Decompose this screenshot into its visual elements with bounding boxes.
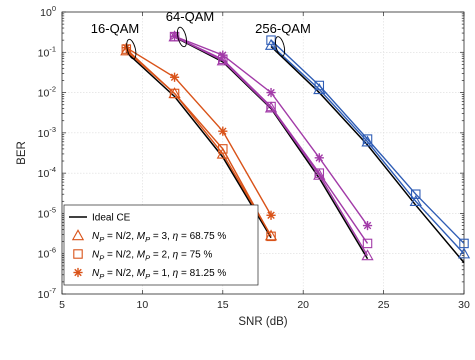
legend-label: NP = N/2, MP = 1, η = 81.25 % [92, 268, 226, 281]
series-line-16-qam-ideal [125, 51, 272, 239]
y-tick-label: 10-4 [38, 165, 56, 180]
marker-star-stroke [122, 43, 131, 52]
x-tick-label: 15 [217, 299, 229, 311]
marker-triangle [264, 101, 278, 113]
marker-star [266, 87, 276, 98]
x-tick-label: 5 [59, 299, 65, 311]
marker-star-stroke [219, 127, 227, 135]
annotation-label: 64-QAM [166, 9, 214, 24]
marker-star-stroke [315, 154, 324, 162]
series-line-16-qam-m1 [125, 47, 272, 216]
legend-label: NP = N/2, MP = 2, η = 75 % [92, 250, 213, 263]
axes-frame [61, 11, 465, 295]
marker-star [266, 210, 276, 220]
marker-square [362, 238, 373, 249]
marker-square [411, 189, 421, 199]
marker-triangle [313, 168, 326, 180]
marker-star [218, 50, 228, 60]
legend-label: NP = N/2, MP = 3, η = 68.75 % [92, 231, 226, 244]
series-line-256-qam-m2 [270, 39, 465, 244]
legend-label: Ideal CE [92, 213, 131, 224]
marker-star [218, 126, 228, 136]
annotation-label: 256-QAM [255, 21, 311, 36]
ticks [61, 11, 465, 295]
x-tick-label: 30 [458, 299, 470, 311]
marker-triangle [216, 54, 229, 66]
x-axis-label: SNR (dB) [238, 316, 287, 328]
marker-triangle [71, 229, 85, 241]
y-axis-label: BER [16, 141, 28, 165]
marker-square [218, 144, 228, 154]
series-line-256-qam-ideal [270, 45, 465, 264]
y-tick-label: 10-2 [38, 85, 56, 100]
marker-triangle [264, 229, 278, 241]
x-tick-label: 10 [137, 299, 149, 311]
marker-star-stroke [170, 73, 179, 82]
group-ellipse [126, 38, 137, 60]
marker-star-stroke [363, 221, 372, 230]
y-tick-label: 100 [40, 4, 56, 19]
marker-square [73, 249, 83, 259]
y-tick-label: 10-1 [38, 44, 56, 59]
group-ellipses [126, 26, 286, 60]
marker-star [169, 72, 180, 82]
marker-triangle [313, 83, 326, 95]
marker-star-stroke [74, 268, 82, 277]
marker-triangle [409, 194, 422, 207]
series-line-64-qam-m3 [174, 35, 369, 256]
x-tick-label: 20 [297, 299, 309, 311]
marker-triangle [457, 247, 471, 259]
marker-star [362, 220, 373, 231]
series-line-64-qam-m2 [174, 35, 369, 244]
marker-triangle [361, 135, 374, 147]
marker-triangle [361, 249, 374, 261]
marker-star-stroke [267, 88, 275, 97]
marker-star-stroke [170, 32, 179, 41]
group-ellipse [176, 26, 187, 48]
marker-star-stroke [219, 51, 227, 59]
marker-square [459, 238, 469, 249]
y-tick-label: 10-3 [38, 125, 56, 140]
series-group [120, 30, 471, 264]
marker-star [73, 267, 83, 278]
y-tick-label: 10-5 [38, 205, 56, 220]
x-tick-label: 25 [378, 299, 390, 311]
marker-star-stroke [267, 211, 275, 220]
group-ellipse [275, 36, 286, 57]
annotation-label: 16-QAM [91, 21, 139, 36]
legend: Ideal CE NP = N/2, MP = 3, η = 68.75 % NP … [63, 204, 259, 286]
marker-star [314, 153, 324, 163]
marker-square [362, 134, 373, 144]
legend-box [63, 204, 259, 286]
marker-square [169, 88, 180, 99]
marker-square [314, 80, 325, 91]
series-line-256-qam-m3 [270, 44, 465, 255]
marker-square [314, 168, 325, 178]
marker-square [266, 101, 276, 112]
y-tick-label: 10-7 [38, 286, 56, 301]
y-tick-label: 10-6 [38, 246, 56, 261]
series-line-16-qam-m2 [125, 48, 272, 237]
marker-square [266, 231, 276, 242]
